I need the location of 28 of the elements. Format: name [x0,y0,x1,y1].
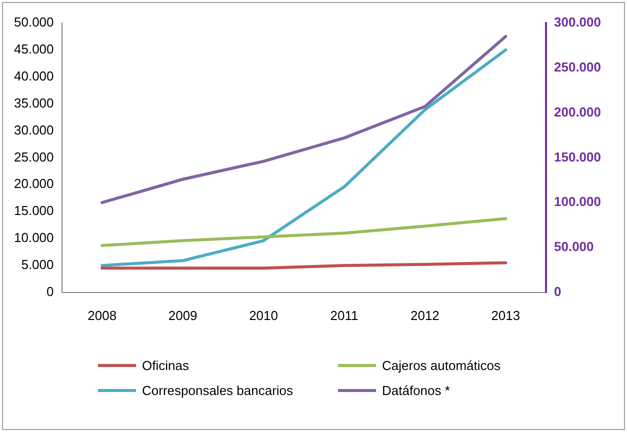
y-tick-label: 20.000 [14,176,54,192]
y-tick-label: 5.000 [21,257,54,272]
legend-label: Datáfonos * [382,383,450,398]
x-tick-label: 2012 [410,308,440,323]
y2-tick-label: 100.000 [554,194,602,210]
legend-label: Oficinas [142,358,189,373]
y-tick-label: 40.000 [14,68,54,84]
legend-label: Corresponsales bancarios [142,383,294,398]
y-tick-label: 45.000 [14,42,54,57]
y-tick-label: 0 [46,284,54,299]
y2-tick-label: 250.000 [554,59,602,74]
y-tick-label: 15.000 [14,203,54,218]
y2-tick-label: 50.000 [554,239,594,254]
y-tick-label: 35.000 [14,95,54,110]
x-tick-label: 2008 [88,308,117,323]
y2-tick-label: 150.000 [554,149,602,164]
x-tick-label: 2011 [330,308,358,323]
y-tick-label: 50.000 [14,14,54,30]
x-tick-label: 2009 [168,308,198,323]
y2-tick-label: 300.000 [554,14,602,30]
y2-tick-label: 0 [554,284,562,299]
x-tick-label: 2010 [249,308,278,323]
y2-tick-label: 200.000 [554,104,602,120]
y-tick-label: 25.000 [14,149,54,164]
y-tick-label: 30.000 [14,122,54,138]
y-tick-label: 10.000 [14,230,54,246]
legend-label: Cajeros automáticos [382,358,500,373]
x-tick-label: 2013 [491,308,520,323]
